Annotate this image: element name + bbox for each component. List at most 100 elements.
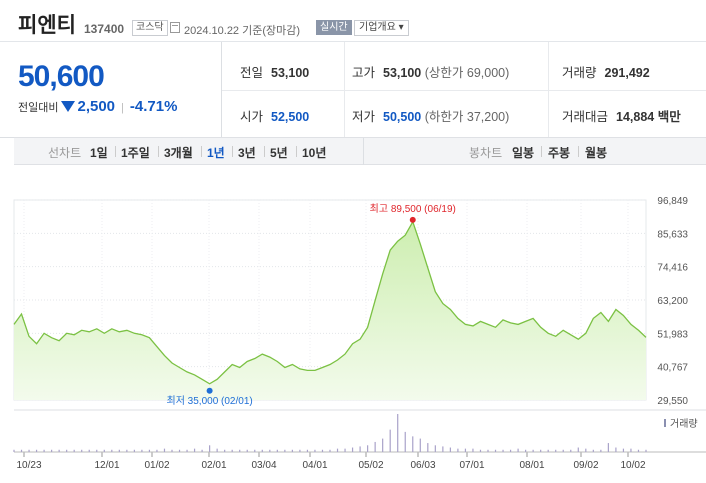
x-tick-label: 05/02 bbox=[358, 460, 383, 471]
tab-5y[interactable]: 5년 bbox=[270, 146, 288, 160]
volume-bar bbox=[494, 449, 497, 452]
volume-bar bbox=[382, 438, 384, 452]
change-percent: -4.71% bbox=[129, 98, 178, 115]
change-amount: 2,500 bbox=[77, 98, 116, 115]
volume-bar bbox=[96, 449, 98, 452]
x-tick-label: 02/01 bbox=[201, 460, 226, 471]
volume-bar bbox=[178, 449, 181, 452]
volume-bar bbox=[163, 448, 166, 452]
volume-bar bbox=[224, 449, 226, 452]
volume-bar bbox=[126, 449, 128, 452]
stock-name: 피엔티 bbox=[18, 14, 76, 37]
price-area bbox=[14, 221, 646, 400]
price-chart[interactable]: 96,849 85,633 74,416 63,200 51,983 40,767 29,5… bbox=[0, 170, 706, 483]
volume-bar bbox=[216, 448, 218, 452]
volume-bar bbox=[479, 449, 482, 452]
volume-bar bbox=[570, 449, 572, 452]
volume-bar bbox=[434, 445, 436, 452]
volume-bar bbox=[607, 443, 609, 452]
chart-tabs: 선차트 1일 1주일 3개월 1년 3년 5년 10년 봉차트 일봉 주봉 월봉 bbox=[14, 137, 706, 165]
x-tick-label: 08/01 bbox=[519, 460, 544, 471]
volume-bar bbox=[329, 449, 331, 452]
x-tick-label: 03/04 bbox=[251, 460, 276, 471]
tab-weekly[interactable]: 주봉 bbox=[548, 146, 571, 160]
volume-bar bbox=[51, 449, 53, 452]
volume-bar bbox=[239, 449, 241, 452]
low-marker bbox=[206, 387, 213, 394]
volume-bar bbox=[540, 449, 542, 452]
realtime-button[interactable]: 실시간 bbox=[316, 20, 352, 35]
x-tick-label: 10/23 bbox=[16, 460, 41, 471]
tab-1d[interactable]: 1일 bbox=[90, 146, 108, 160]
y-tick-label: 40,767 bbox=[657, 363, 688, 374]
volume-bar bbox=[148, 449, 151, 452]
volume-bar bbox=[314, 449, 316, 452]
x-tick-label: 09/02 bbox=[573, 460, 598, 471]
volume-bar bbox=[88, 449, 90, 452]
candle-chart-label: 봉차트 bbox=[469, 146, 503, 160]
volume-bar bbox=[276, 449, 278, 452]
volume-bar bbox=[412, 436, 414, 452]
calendar-icon bbox=[170, 22, 180, 33]
volume-bar bbox=[156, 449, 158, 452]
stat-high: 고가 53,100 (상한가 69,000) bbox=[352, 66, 510, 80]
x-tick-label: 12/01 bbox=[94, 460, 119, 471]
volume-bar bbox=[472, 448, 474, 452]
volume-bar bbox=[419, 438, 421, 452]
volume-bar bbox=[427, 443, 429, 452]
tab-daily[interactable]: 일봉 bbox=[512, 146, 535, 160]
volume-bar bbox=[547, 449, 549, 452]
volume-bar bbox=[43, 449, 45, 452]
volume-legend-swatch bbox=[664, 419, 666, 427]
volume-bar bbox=[103, 449, 105, 452]
volume-bar bbox=[359, 446, 361, 452]
volume-bar bbox=[509, 449, 512, 452]
volume-bar bbox=[299, 449, 301, 452]
tab-1w[interactable]: 1주일 bbox=[121, 146, 150, 160]
tab-3y[interactable]: 3년 bbox=[238, 146, 256, 160]
x-tick-label: 01/02 bbox=[144, 460, 169, 471]
volume-bar bbox=[600, 449, 602, 452]
volume-bar bbox=[344, 448, 346, 452]
price-line bbox=[13, 220, 647, 385]
volume-bar bbox=[66, 449, 68, 452]
volume-bar bbox=[193, 448, 196, 452]
y-tick-label: 63,200 bbox=[657, 296, 688, 307]
volume-bar bbox=[336, 448, 339, 452]
volume-bar bbox=[73, 449, 75, 452]
volume-bar bbox=[35, 449, 38, 452]
volume-bar bbox=[457, 448, 459, 452]
y-tick-label: 85,633 bbox=[657, 229, 688, 240]
down-triangle-icon bbox=[61, 101, 76, 112]
volume-bar bbox=[28, 449, 30, 452]
tab-monthly[interactable]: 월봉 bbox=[585, 146, 608, 160]
price-change-row: 전일대비 2,500 | -4.71% bbox=[18, 98, 178, 115]
volume-bar bbox=[585, 448, 587, 452]
volume-bar bbox=[306, 449, 309, 452]
tab-3m[interactable]: 3개월 bbox=[164, 146, 193, 160]
y-tick-label: 51,983 bbox=[657, 329, 688, 340]
volume-bar bbox=[118, 449, 120, 452]
volume-bar bbox=[171, 449, 173, 452]
volume-bar bbox=[464, 448, 467, 452]
stat-trade-amount: 거래대금 14,884 백만 bbox=[562, 110, 681, 124]
x-tick-label: 04/01 bbox=[302, 460, 327, 471]
price-summary: 50,600 전일대비 2,500 | -4.71% 전일 53,100 고가 53,10… bbox=[0, 42, 706, 138]
volume-bar bbox=[442, 446, 444, 452]
volume-bar bbox=[201, 449, 203, 452]
tab-10y[interactable]: 10년 bbox=[302, 146, 327, 160]
volume-bar bbox=[261, 449, 263, 452]
company-overview-dropdown[interactable]: 기업개요 ▾ bbox=[354, 20, 409, 36]
current-price-panel: 50,600 전일대비 2,500 | -4.71% bbox=[0, 42, 222, 138]
y-tick-label: 74,416 bbox=[657, 263, 688, 274]
volume-bar bbox=[622, 448, 625, 452]
x-tick-label: 06/03 bbox=[410, 460, 435, 471]
stat-open: 시가 52,500 bbox=[240, 110, 310, 124]
volume-bar bbox=[389, 429, 391, 452]
volume-bar bbox=[630, 448, 632, 452]
volume-bar bbox=[141, 449, 143, 452]
tab-1y[interactable]: 1년 bbox=[207, 146, 225, 160]
volume-bar bbox=[269, 449, 271, 452]
market-badge: 코스닥 bbox=[132, 20, 168, 36]
volume-bar bbox=[321, 449, 324, 452]
